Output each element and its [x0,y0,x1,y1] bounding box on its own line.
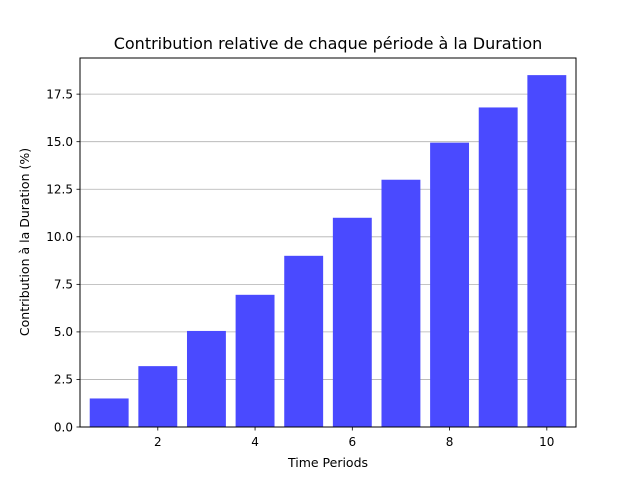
bar [478,107,518,427]
y-axis-ticks: 0.0 2.5 5.0 7.5 10.0 12.5 15.0 17.5 [46,87,80,434]
x-tick-label: 6 [348,435,356,449]
bar [332,217,372,427]
bar [381,179,421,427]
x-tick-label: 10 [539,435,554,449]
x-axis-ticks: 2 4 6 8 10 [154,427,554,449]
bar [186,330,226,427]
x-tick-label: 4 [251,435,259,449]
y-tick-label: 5.0 [54,325,73,339]
x-tick-label: 8 [446,435,454,449]
y-tick-label: 10.0 [46,230,73,244]
chart-title: Contribution relative de chaque période … [114,34,543,53]
bars [89,75,567,427]
x-tick-label: 2 [154,435,162,449]
y-tick-label: 2.5 [54,373,73,387]
bar [138,366,178,427]
bar [284,255,324,427]
y-tick-label: 0.0 [54,420,73,434]
bar [89,398,129,427]
bar [430,142,470,427]
x-axis-label: Time Periods [287,455,368,470]
bar [527,75,567,427]
bar [235,294,275,427]
y-tick-label: 15.0 [46,135,73,149]
y-tick-label: 12.5 [46,183,73,197]
y-tick-label: 17.5 [46,87,73,101]
y-axis-label: Contribution à la Duration (%) [17,148,32,336]
plot-frame [79,57,577,428]
y-tick-label: 7.5 [54,278,73,292]
grid-lines [80,93,576,380]
